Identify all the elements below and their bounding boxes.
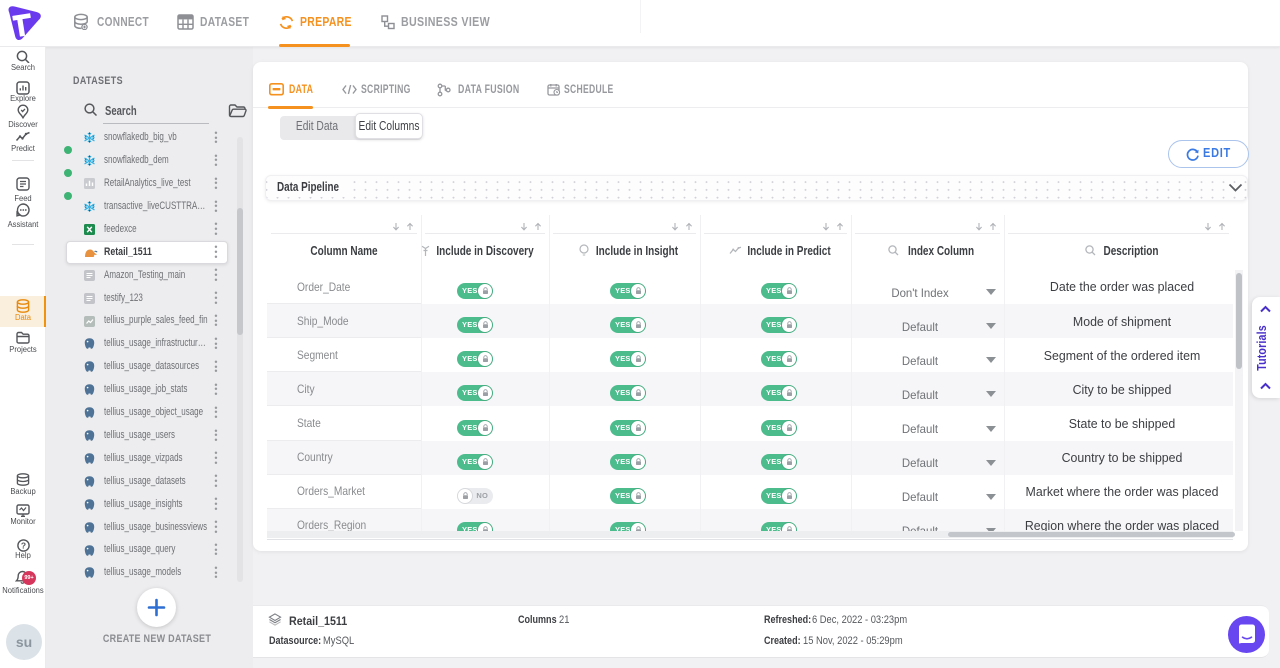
svg-text:?: ? [20,540,25,550]
